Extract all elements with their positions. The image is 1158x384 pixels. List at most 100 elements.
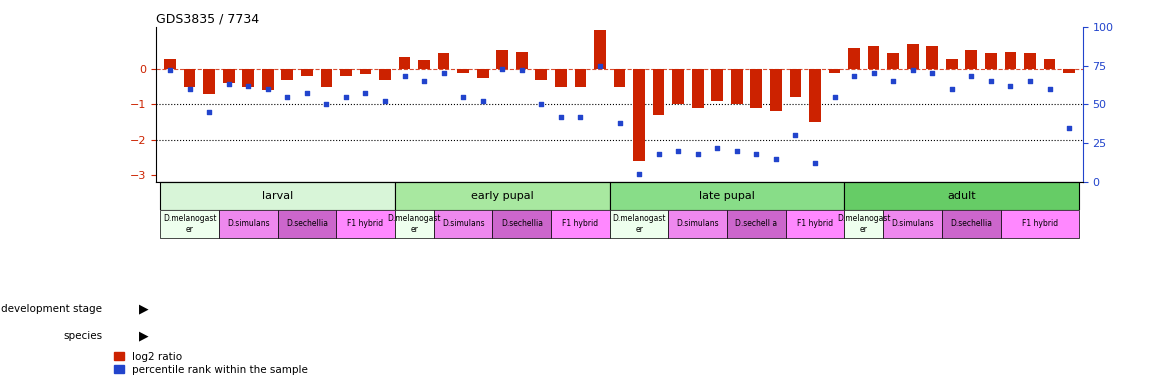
Bar	[360, 69, 372, 74]
Text: development stage: development stage	[1, 304, 102, 314]
Bar	[281, 69, 293, 80]
Bar	[1001, 210, 1079, 238]
Bar	[242, 69, 254, 87]
Bar	[516, 51, 528, 69]
Text: D.sechellia: D.sechellia	[951, 220, 992, 228]
Point	[571, 114, 589, 120]
Point	[532, 101, 550, 108]
Bar	[907, 45, 918, 69]
Point	[669, 148, 688, 154]
Bar	[555, 69, 566, 87]
Bar	[926, 46, 938, 69]
Point	[806, 160, 824, 166]
Text: D.melanogast
er: D.melanogast er	[837, 214, 891, 234]
Bar	[844, 182, 1079, 210]
Bar	[204, 69, 215, 94]
Bar	[770, 69, 782, 111]
Text: D.simulans: D.simulans	[892, 220, 935, 228]
Bar	[809, 69, 821, 122]
Bar	[438, 53, 449, 69]
Point	[845, 73, 864, 79]
Point	[767, 156, 785, 162]
Legend: log2 ratio, percentile rank within the sample: log2 ratio, percentile rank within the s…	[109, 348, 313, 379]
Bar	[727, 210, 785, 238]
Point	[513, 67, 532, 73]
Point	[884, 78, 902, 84]
Text: F1 hybrid: F1 hybrid	[563, 220, 599, 228]
Point	[650, 151, 668, 157]
Bar	[829, 69, 841, 73]
Point	[630, 171, 648, 177]
Text: F1 hybrid: F1 hybrid	[1021, 220, 1057, 228]
Bar	[985, 53, 997, 69]
Point	[903, 67, 922, 73]
Bar	[594, 30, 606, 69]
Point	[786, 132, 805, 138]
Point	[923, 70, 941, 76]
Point	[337, 94, 356, 100]
Bar	[844, 210, 884, 238]
Point	[278, 94, 296, 100]
Bar	[336, 210, 395, 238]
Bar	[164, 59, 176, 69]
Text: F1 hybrid: F1 hybrid	[797, 220, 833, 228]
Bar	[610, 210, 668, 238]
Bar	[418, 60, 430, 69]
Point	[434, 70, 453, 76]
Bar	[184, 69, 196, 87]
Bar	[887, 53, 899, 69]
Text: D.simulans: D.simulans	[442, 220, 484, 228]
Bar	[790, 69, 801, 97]
Bar	[668, 210, 727, 238]
Bar	[614, 69, 625, 87]
Point	[298, 90, 316, 96]
Bar	[653, 69, 665, 115]
Text: adult: adult	[947, 191, 976, 201]
Point	[239, 83, 257, 89]
Bar	[633, 69, 645, 161]
Point	[181, 86, 199, 92]
Point	[962, 73, 981, 79]
Bar	[673, 69, 684, 104]
Bar	[160, 210, 219, 238]
Point	[200, 109, 219, 115]
Point	[747, 151, 765, 157]
Bar	[966, 50, 977, 69]
Point	[708, 145, 726, 151]
Point	[727, 148, 746, 154]
Bar	[535, 69, 548, 80]
Bar	[610, 182, 844, 210]
Point	[258, 86, 277, 92]
Bar	[497, 50, 508, 69]
Bar	[434, 210, 492, 238]
Text: larval: larval	[262, 191, 293, 201]
Bar	[1024, 53, 1035, 69]
Bar	[1063, 69, 1075, 73]
Text: early pupal: early pupal	[471, 191, 534, 201]
Text: D.simulans: D.simulans	[227, 220, 270, 228]
Text: ▶: ▶	[139, 303, 148, 316]
Bar	[278, 210, 336, 238]
Text: D.simulans: D.simulans	[676, 220, 719, 228]
Bar	[785, 210, 844, 238]
Point	[826, 94, 844, 100]
Text: late pupal: late pupal	[699, 191, 755, 201]
Text: D.sechellia: D.sechellia	[500, 220, 543, 228]
Point	[943, 86, 961, 92]
Text: species: species	[64, 331, 103, 341]
Point	[1060, 124, 1078, 131]
Bar	[867, 46, 879, 69]
Bar	[941, 210, 1001, 238]
Text: D.melanogast
er: D.melanogast er	[388, 214, 441, 234]
Point	[357, 90, 375, 96]
Bar	[395, 182, 610, 210]
Text: D.melanogast
er: D.melanogast er	[613, 214, 666, 234]
Bar	[750, 69, 762, 108]
Bar	[262, 69, 273, 90]
Text: D.sechell a: D.sechell a	[735, 220, 777, 228]
Bar	[219, 210, 278, 238]
Point	[1002, 83, 1020, 89]
Bar	[574, 69, 586, 87]
Point	[982, 78, 1001, 84]
Text: ▶: ▶	[139, 329, 148, 343]
